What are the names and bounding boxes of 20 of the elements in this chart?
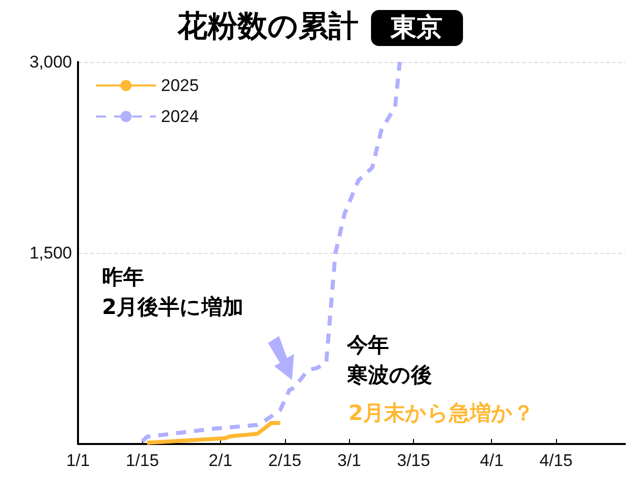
x-tick-label: 3/1 [337, 451, 362, 470]
annotation: 2月後半に増加 [102, 295, 244, 319]
x-tick-label: 2/15 [268, 451, 302, 470]
annotation: 今年 [346, 333, 389, 357]
chart-subtitle: 東京 [370, 10, 462, 46]
x-tick-label: 4/1 [480, 451, 504, 470]
annotation: 昨年 [102, 265, 144, 289]
legend-label: 2024 [161, 107, 199, 126]
annotation: 2月末から急増か？ [348, 401, 534, 425]
legend-label: 2025 [161, 76, 199, 95]
x-tick-label: 3/15 [397, 451, 430, 470]
x-tick-label: 1/1 [66, 451, 90, 470]
annotation: 寒波の後 [346, 363, 432, 387]
chart-title: 花粉数の累計 [178, 9, 358, 44]
line-series [144, 420, 282, 445]
x-tick-label: 1/15 [126, 451, 159, 470]
y-tick-label: 3,000 [29, 52, 72, 72]
x-tick-label: 4/15 [540, 451, 573, 470]
x-tick-label: 2/1 [208, 451, 232, 470]
y-tick-label: 1,500 [29, 244, 72, 262]
